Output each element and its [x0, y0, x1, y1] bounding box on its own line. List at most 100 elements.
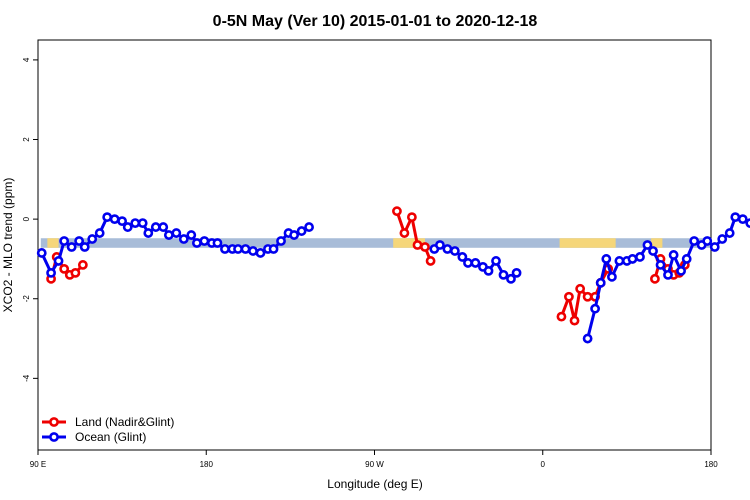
chart-title: 0-5N May (Ver 10) 2015-01-01 to 2020-12-…: [213, 13, 538, 30]
ocean-point: [717, 234, 728, 244]
ocean-point: [143, 228, 154, 238]
ocean-point: [483, 265, 494, 276]
ocean-point: [607, 271, 617, 282]
ocean-series: [36, 212, 750, 344]
ocean-point: [627, 254, 638, 264]
ocean-point: [668, 250, 679, 260]
ocean-point: [220, 244, 230, 254]
ocean-point: [74, 236, 85, 246]
land-point: [564, 291, 574, 302]
ocean-point: [109, 214, 120, 225]
land-point: [399, 228, 410, 238]
ocean-point: [46, 267, 56, 278]
land-band: [651, 238, 663, 248]
ocean-point: [186, 230, 197, 240]
land-point: [569, 315, 580, 326]
land-point: [406, 212, 417, 223]
ocean-point: [642, 240, 653, 250]
ocean-band: [40, 238, 712, 248]
ocean-point: [158, 222, 169, 232]
x-axis-label: Longitude (deg E): [327, 477, 422, 491]
ocean-point: [122, 222, 133, 232]
ocean-point: [511, 267, 522, 278]
ocean-point: [296, 226, 307, 236]
legend-ocean-marker: [49, 432, 59, 442]
ocean-point: [702, 236, 713, 246]
land-point: [70, 267, 81, 278]
ocean-point: [730, 212, 741, 223]
land-point: [575, 283, 586, 294]
ocean-point: [163, 230, 174, 240]
ocean-point: [87, 234, 98, 244]
ocean-point: [635, 252, 645, 262]
ocean-point: [192, 238, 202, 248]
legend-land-marker: [49, 417, 59, 427]
ocean-point: [614, 256, 625, 266]
ocean-point: [59, 236, 70, 246]
ocean-point: [491, 256, 501, 266]
ocean-point: [130, 218, 141, 229]
ocean-point: [676, 265, 686, 276]
ocean-point: [233, 244, 243, 254]
ocean-point: [663, 269, 673, 280]
ocean-point: [506, 273, 516, 284]
ocean-point: [178, 234, 189, 244]
land-point: [59, 263, 70, 274]
ocean-point: [709, 242, 720, 252]
land-point: [392, 206, 402, 217]
x-tick-label: 180: [704, 460, 718, 469]
legend-land-label: Land (Nadir&Glint): [75, 415, 174, 429]
ocean-point: [595, 277, 606, 288]
land-band: [47, 238, 59, 248]
ocean-point: [117, 216, 128, 227]
land-band: [559, 238, 616, 248]
ocean-point: [79, 242, 90, 252]
ocean-point: [36, 248, 47, 258]
ocean-point: [435, 240, 445, 250]
ocean-point: [276, 236, 286, 246]
y-axis-label: XCO2 - MLO trend (ppm): [1, 178, 15, 313]
land-band: [393, 238, 425, 248]
ocean-point: [268, 244, 279, 254]
ocean-point: [590, 303, 600, 314]
x-tick-label: 180: [200, 460, 214, 469]
land-point: [582, 291, 593, 302]
y-tick-label: -2: [22, 295, 31, 303]
y-tick-label: -4: [22, 374, 31, 382]
ocean-point: [737, 214, 748, 225]
ocean-point: [248, 246, 258, 256]
ocean-point: [304, 222, 314, 232]
background-band: [40, 238, 712, 248]
ocean-point: [681, 254, 692, 264]
ocean-point: [255, 248, 266, 258]
ocean-point: [240, 244, 251, 254]
ocean-point: [137, 218, 148, 229]
ocean-point: [171, 228, 182, 238]
ocean-point: [648, 246, 658, 256]
x-tick-label: 90 E: [30, 460, 46, 469]
ocean-point: [199, 236, 210, 246]
ocean-point: [463, 258, 473, 268]
land-point: [420, 242, 430, 252]
legend: Land (Nadir&Glint)Ocean (Glint): [42, 415, 174, 444]
ocean-point: [102, 212, 113, 223]
ocean-point: [724, 228, 735, 238]
y-tick-label: 4: [22, 57, 31, 62]
ocean-point: [470, 258, 481, 268]
land-point: [556, 311, 567, 322]
ocean-point: [601, 254, 612, 264]
ocean-point: [498, 269, 509, 280]
ocean-point: [745, 218, 750, 228]
land-point: [650, 273, 660, 284]
ocean-point: [689, 236, 700, 246]
land-point: [77, 260, 88, 270]
y-tick-label: 0: [22, 216, 31, 221]
ocean-point: [289, 230, 300, 240]
ocean-point: [582, 333, 593, 344]
ocean-point: [457, 252, 468, 262]
ocean-point: [655, 260, 666, 270]
ocean-point: [66, 242, 77, 252]
ocean-point: [449, 246, 460, 256]
ocean-point: [94, 228, 105, 238]
